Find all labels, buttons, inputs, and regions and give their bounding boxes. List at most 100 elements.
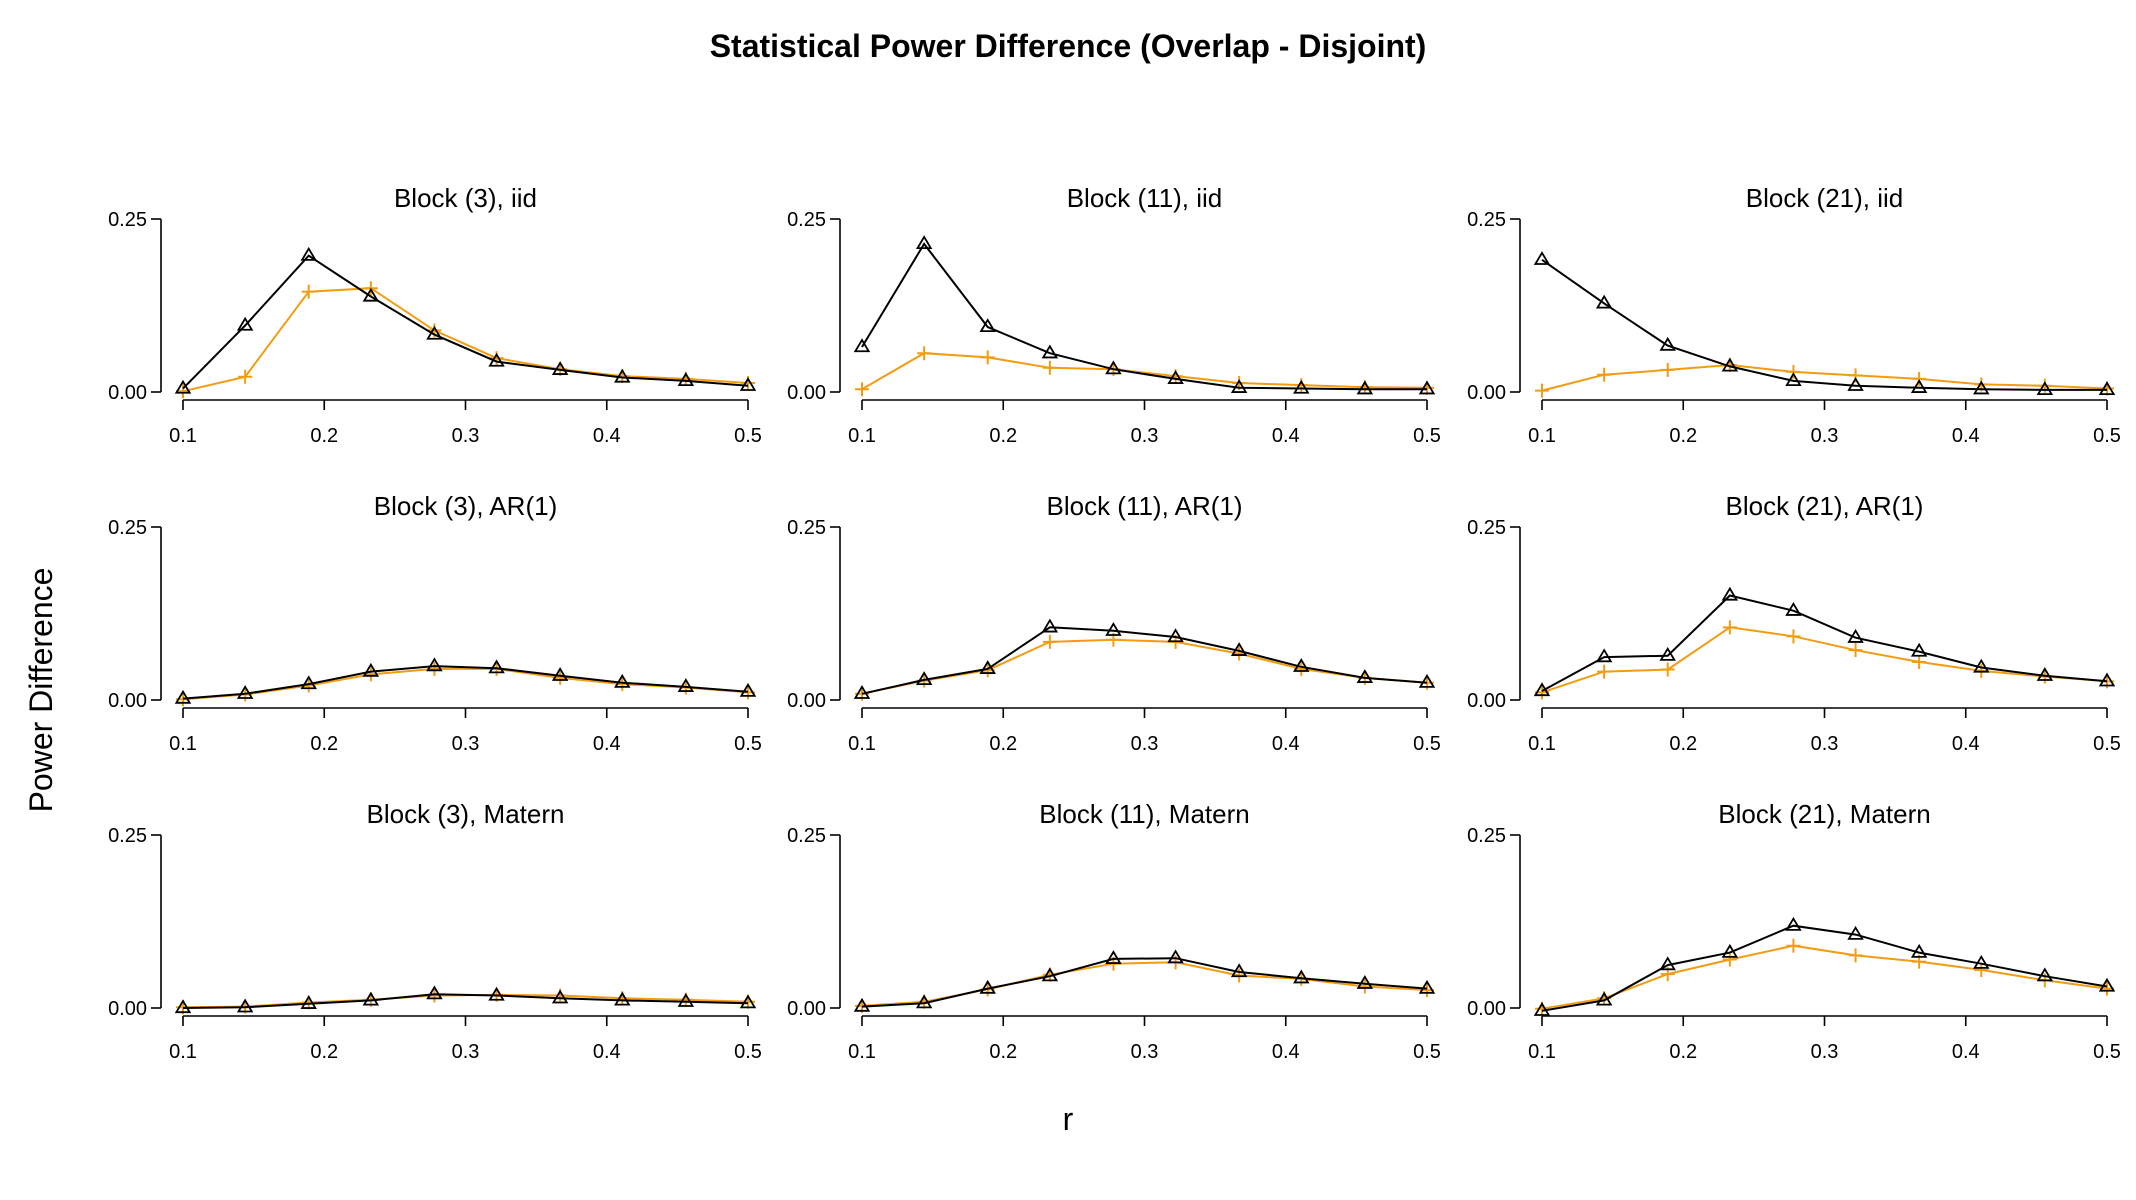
- x-tick-label: 0.1: [848, 425, 876, 447]
- x-tick-label: 0.5: [1413, 425, 1441, 447]
- x-tick-label: 0.1: [1528, 733, 1556, 755]
- data-point-triangle: [1293, 969, 1310, 984]
- data-point-triangle: [551, 361, 569, 375]
- series-line: [1541, 363, 2108, 392]
- data-point-triangle: [1105, 950, 1122, 964]
- data-point-triangle: [362, 991, 380, 1006]
- x-tick-label: 0.5: [1413, 1041, 1441, 1063]
- x-tick-label: 0.2: [989, 425, 1017, 447]
- data-point-plus: [855, 382, 869, 397]
- data-point-triangle: [2036, 967, 2054, 982]
- y-tick-label: 0.25: [1467, 517, 1506, 539]
- data-point-triangle: [551, 667, 569, 681]
- panel: Block (11), Matern 0.00 0.25 0.1 0.2 0.3 0.4 0.…: [787, 799, 1441, 1063]
- x-tick-label: 0.3: [1811, 1041, 1839, 1063]
- series-line: [861, 242, 1427, 391]
- x-tick-label: 0.3: [1811, 733, 1839, 755]
- data-point-triangle: [1847, 925, 1864, 940]
- x-tick-label: 0.3: [452, 1041, 480, 1063]
- y-tick-label: 0.00: [787, 998, 826, 1020]
- data-point-plus: [1597, 367, 1612, 382]
- data-point-triangle: [551, 989, 569, 1004]
- data-point-triangle: [614, 991, 631, 1006]
- x-tick-label: 0.3: [452, 425, 480, 447]
- data-point-triangle: [1785, 601, 1802, 616]
- panel-title: Block (3), iid: [394, 183, 537, 213]
- panel-title: Block (21), iid: [1746, 183, 1904, 213]
- data-point-plus: [1042, 360, 1057, 375]
- data-point-plus: [1786, 938, 1801, 953]
- data-point-plus: [1722, 620, 1737, 635]
- y-tick-label: 0.25: [108, 517, 147, 539]
- series-line: [182, 254, 749, 390]
- y-tick-label: 0.25: [1467, 209, 1506, 231]
- x-tick-label: 0.4: [1272, 733, 1300, 755]
- data-point-triangle: [2098, 381, 2116, 396]
- data-point-triangle: [1785, 372, 1802, 387]
- data-point-triangle: [1595, 648, 1613, 663]
- data-point-plus: [917, 346, 932, 361]
- data-point-plus: [1722, 952, 1737, 967]
- data-point-triangle: [1418, 979, 1436, 994]
- y-tick-label: 0.00: [108, 382, 147, 404]
- y-axis-label: Power Difference: [23, 568, 59, 813]
- data-point-triangle: [488, 659, 505, 674]
- panel: Block (21), Matern 0.00 0.25 0.1 0.2 0.3 0.4 0.…: [1467, 799, 2121, 1063]
- data-point-plus: [427, 661, 442, 676]
- data-point-triangle: [1659, 956, 1676, 971]
- x-tick-label: 0.4: [1952, 733, 1980, 755]
- x-tick-label: 0.1: [848, 1041, 876, 1063]
- data-point-triangle: [979, 318, 996, 333]
- panel-title: Block (21), Matern: [1718, 799, 1930, 829]
- x-tick-label: 0.5: [734, 733, 762, 755]
- y-tick-label: 0.00: [787, 690, 826, 712]
- x-tick-label: 0.4: [1952, 1041, 1980, 1063]
- data-point-triangle: [2036, 667, 2054, 681]
- data-point-plus: [1660, 362, 1675, 377]
- data-point-plus: [1232, 646, 1247, 661]
- panel: Block (3), AR(1) 0.00 0.25 0.1 0.2 0.3 0.4 0.5: [108, 491, 762, 755]
- panel-title: Block (3), Matern: [367, 799, 565, 829]
- data-point-triangle: [1041, 967, 1059, 982]
- y-tick-label: 0.25: [108, 825, 147, 847]
- panel-title: Block (11), iid: [1067, 183, 1223, 213]
- data-point-triangle: [677, 372, 695, 387]
- data-point-triangle: [300, 246, 317, 261]
- data-point-triangle: [915, 994, 933, 1009]
- y-tick-label: 0.25: [108, 209, 147, 231]
- x-tick-label: 0.5: [734, 1041, 762, 1063]
- data-point-plus: [1912, 371, 1927, 386]
- x-tick-label: 0.3: [1131, 1041, 1159, 1063]
- data-point-triangle: [979, 979, 996, 994]
- data-point-triangle: [1356, 975, 1374, 989]
- y-tick-label: 0.25: [1467, 825, 1506, 847]
- x-tick-label: 0.3: [1131, 425, 1159, 447]
- data-point-triangle: [488, 986, 505, 1001]
- data-point-triangle: [174, 999, 192, 1014]
- data-point-triangle: [236, 316, 254, 331]
- x-tick-label: 0.4: [593, 733, 621, 755]
- data-point-triangle: [1293, 379, 1310, 394]
- data-point-triangle: [1721, 586, 1739, 601]
- data-point-triangle: [915, 235, 933, 250]
- x-tick-label: 0.2: [989, 1041, 1017, 1063]
- data-point-triangle: [853, 685, 871, 699]
- data-point-triangle: [362, 662, 380, 677]
- data-point-plus: [1660, 662, 1675, 677]
- x-tick-label: 0.1: [169, 425, 197, 447]
- data-point-plus: [363, 667, 378, 682]
- data-point-triangle: [677, 678, 695, 692]
- x-tick-label: 0.1: [169, 1041, 197, 1063]
- data-point-triangle: [1910, 943, 1928, 958]
- data-point-triangle: [853, 338, 871, 353]
- y-tick-label: 0.00: [1467, 382, 1506, 404]
- data-point-triangle: [1167, 628, 1184, 643]
- x-tick-label: 0.5: [2093, 733, 2121, 755]
- series-line: [861, 352, 1428, 391]
- series-line: [182, 665, 749, 700]
- data-point-triangle: [1973, 380, 1990, 395]
- y-tick-label: 0.00: [108, 690, 147, 712]
- data-point-triangle: [1533, 1002, 1551, 1016]
- y-tick-label: 0.25: [787, 517, 826, 539]
- data-point-triangle: [1910, 642, 1928, 657]
